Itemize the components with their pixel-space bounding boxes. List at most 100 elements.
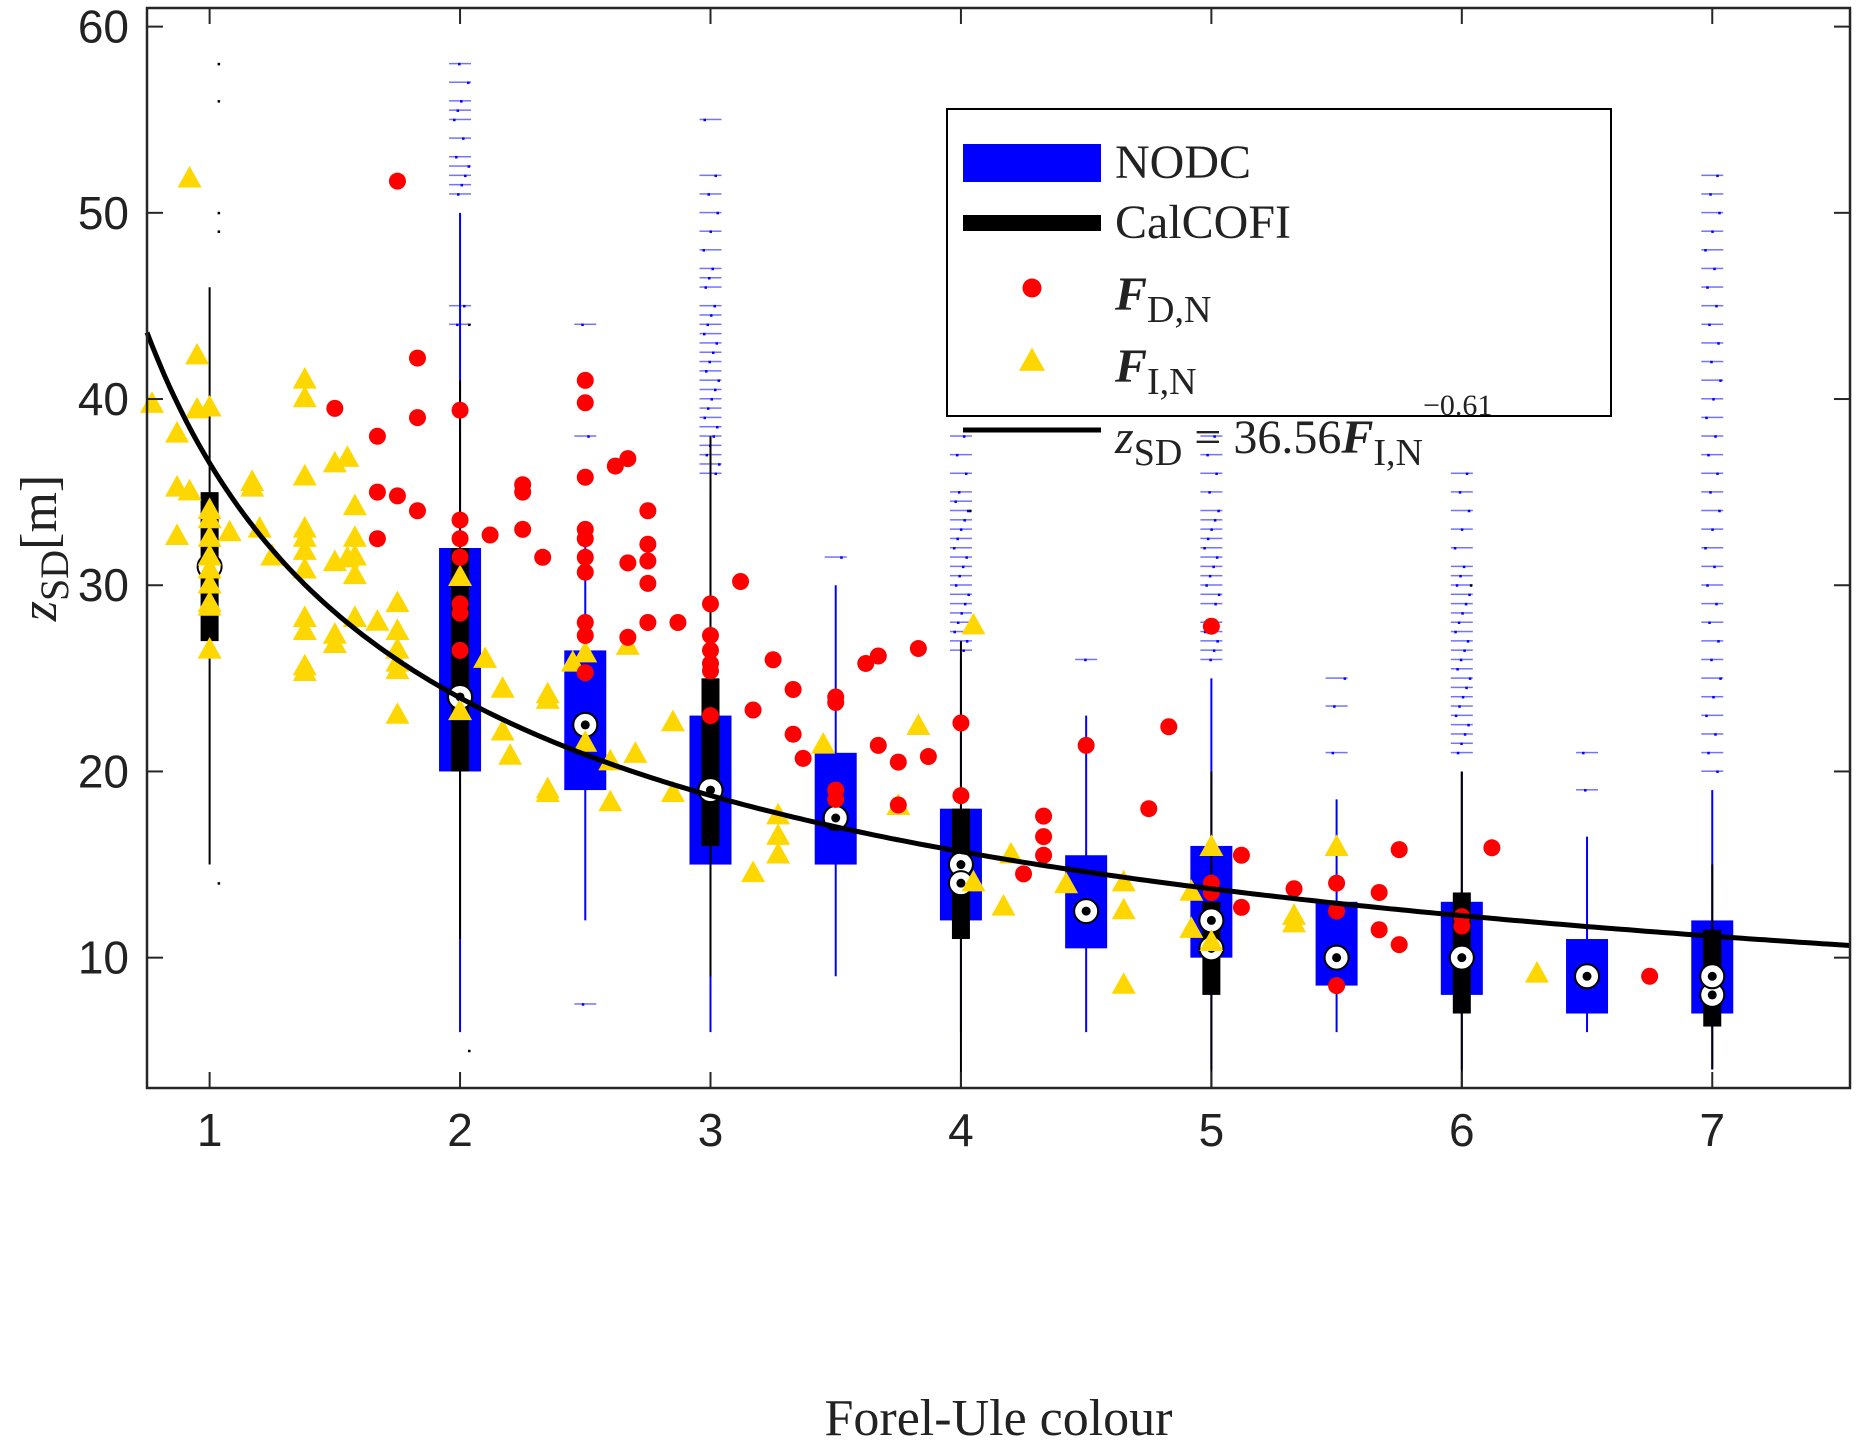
nodc-outlier-band	[1200, 565, 1223, 568]
nodc-outlier-band	[949, 509, 972, 512]
nodc-outlier-band	[449, 137, 472, 139]
fin-point	[335, 445, 360, 467]
fdn-point	[576, 530, 594, 548]
fin-point	[342, 543, 367, 566]
nodc-outlier-band	[1701, 342, 1724, 344]
fdn-point	[1390, 936, 1408, 954]
nodc-outlier-band	[1200, 491, 1223, 493]
fdn-point	[534, 548, 552, 566]
fdn-point	[451, 641, 469, 659]
nodc-outlier-band	[1450, 705, 1473, 707]
nodc-outlier-band	[1325, 705, 1348, 707]
nodc-outlier-band	[949, 640, 972, 642]
calcofi-outlier	[468, 323, 471, 327]
nodc-outlier-band	[1701, 211, 1724, 214]
fin-point	[1111, 897, 1136, 920]
fin-point	[292, 556, 317, 579]
fin-point	[660, 709, 685, 732]
nodc-outlier-band	[1701, 714, 1724, 717]
fin-point	[292, 385, 317, 408]
fdn-point	[1328, 902, 1346, 920]
fin-point	[292, 463, 317, 486]
nodc-outlier-band	[1450, 565, 1473, 568]
calcofi-outlier	[968, 509, 972, 513]
fdn-point	[909, 640, 927, 658]
fdn-point	[827, 694, 845, 712]
nodc-outlier-band	[1450, 714, 1473, 717]
calcofi-iqr	[701, 678, 720, 846]
nodc-outlier-band	[699, 407, 722, 409]
nodc-outlier-band	[1200, 509, 1223, 512]
nodc-outlier-band	[1450, 621, 1473, 623]
nodc-outlier-band	[1450, 593, 1473, 596]
fdn-point	[451, 530, 469, 548]
fit-curve	[144, 331, 1851, 948]
fin-point	[385, 618, 410, 641]
fdn-point	[869, 647, 887, 665]
median-dot	[1582, 971, 1592, 981]
nodc-outlier-band	[1450, 733, 1473, 735]
box-plots	[196, 62, 1734, 1088]
svg-text:zSD[m]: zSD[m]	[11, 475, 77, 622]
fin-point	[573, 640, 598, 663]
fdn-point	[1370, 883, 1388, 901]
fdn-point	[576, 371, 594, 389]
fin-point	[342, 493, 367, 516]
nodc-outlier-band	[699, 277, 722, 279]
y-label-unit: [m]	[11, 475, 68, 550]
axes-frame	[145, 6, 1852, 1090]
nodc-outlier-band	[449, 100, 472, 102]
fin-point	[292, 367, 317, 389]
nodc-outlier-band	[699, 314, 722, 316]
fdn-point	[1641, 967, 1659, 985]
nodc-outlier-band	[949, 556, 972, 558]
fdn-point	[451, 511, 469, 529]
nodc-outlier-band	[699, 370, 722, 372]
median-dot	[1707, 990, 1717, 1000]
fdn-point	[764, 651, 782, 669]
fdn-point	[952, 714, 970, 732]
nodc-outlier-band	[949, 584, 972, 586]
nodc-outlier-band	[1450, 574, 1473, 577]
nodc-outlier-band	[1200, 640, 1223, 642]
fin-point	[197, 637, 222, 659]
nodc-outlier-band	[1450, 612, 1473, 614]
legend-label: FD,N	[1114, 268, 1211, 331]
x-tick-label: 1	[197, 1104, 223, 1156]
nodc-outlier-band	[1701, 453, 1724, 456]
nodc-outlier-band	[1200, 593, 1223, 596]
nodc-outlier-band	[1200, 584, 1223, 586]
fdn-point	[1077, 736, 1095, 754]
nodc-outlier-band	[1200, 453, 1223, 456]
nodc-outlier-band	[1450, 668, 1473, 670]
fin-point	[811, 731, 836, 754]
legend-label: NODC	[1115, 136, 1251, 189]
nodc-outlier-band	[1701, 528, 1724, 530]
fin-point	[292, 618, 317, 641]
fdn-point	[639, 574, 657, 592]
nodc-outlier-band	[1450, 686, 1473, 689]
fin-point	[623, 741, 648, 763]
fdn-point	[1453, 917, 1471, 935]
fin-point	[473, 646, 498, 668]
fdn-point	[784, 681, 802, 699]
nodc-box	[1566, 751, 1609, 1033]
x-axis-label: Forel-Ule colour	[824, 1390, 1172, 1447]
fin-point	[385, 702, 410, 724]
legend-label: CalCOFI	[1115, 196, 1291, 249]
fin-point	[560, 650, 585, 672]
x-tick-label: 7	[1699, 1104, 1725, 1156]
nodc-outlier-band	[949, 612, 972, 614]
fdn-point	[1390, 841, 1408, 859]
y-label-var: z	[11, 601, 68, 622]
fin-point	[1111, 972, 1136, 994]
nodc-outlier-band	[824, 556, 847, 558]
fdn-point	[619, 554, 637, 572]
fin-point	[240, 475, 265, 497]
y-tick-label: 10	[78, 932, 129, 984]
fin-point	[197, 571, 222, 594]
nodc-outlier-band	[949, 500, 972, 502]
nodc-outlier-band	[1200, 519, 1223, 521]
fin-point	[217, 519, 242, 542]
legend-bold: F	[1114, 340, 1147, 393]
